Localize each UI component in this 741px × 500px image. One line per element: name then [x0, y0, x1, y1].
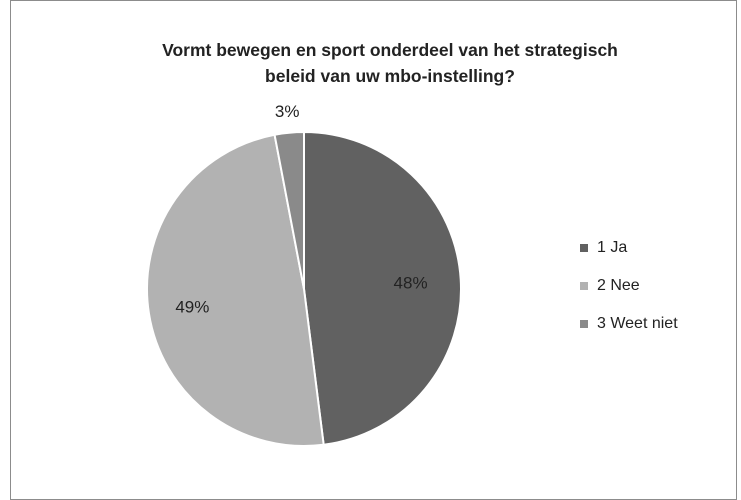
legend-swatch-nee — [580, 282, 588, 290]
chart-title: Vormt bewegen en sport onderdeel van het… — [60, 37, 720, 89]
legend-label-weet-niet: 3 Weet niet — [597, 315, 678, 332]
pie-chart: 48% 49% 3% — [146, 102, 462, 447]
pie-slice-nee — [146, 133, 325, 447]
pie-slice-weet-niet — [273, 130, 305, 290]
slice-label-weet-niet: 3% — [275, 102, 300, 121]
legend-item-weet-niet: 3 Weet niet — [580, 314, 678, 334]
legend-swatch-ja — [580, 244, 588, 252]
slice-label-ja: 48% — [394, 273, 428, 292]
pie-slice-ja — [303, 130, 462, 446]
pie-slices — [146, 130, 462, 447]
legend-label-ja: 1 Ja — [597, 239, 628, 256]
legend-item-ja: 1 Ja — [580, 238, 678, 258]
legend-item-nee: 2 Nee — [580, 276, 678, 296]
legend: 1 Ja 2 Nee 3 Weet niet — [580, 238, 678, 352]
chart-title-line-1: Vormt bewegen en sport onderdeel van het… — [162, 40, 618, 60]
slice-label-nee: 49% — [175, 298, 209, 317]
legend-swatch-weet-niet — [580, 320, 588, 328]
legend-label-nee: 2 Nee — [597, 277, 640, 294]
chart-title-line-2: beleid van uw mbo-instelling? — [265, 66, 515, 86]
